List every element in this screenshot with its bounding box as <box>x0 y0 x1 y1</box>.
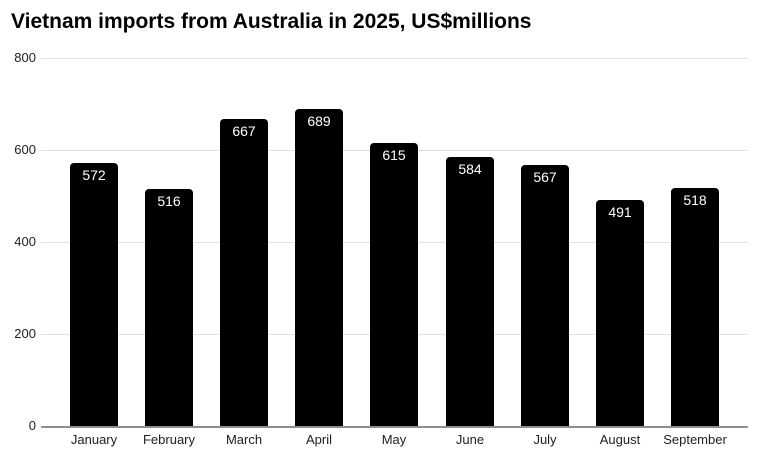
bar-january: 572 <box>70 163 118 426</box>
bar-august: 491 <box>596 200 644 426</box>
bar-september: 518 <box>671 188 719 426</box>
y-tick-label-0: 0 <box>28 418 36 433</box>
bar-value-label-september: 518 <box>683 192 707 208</box>
y-tick-label-200: 200 <box>14 326 36 341</box>
bar-february: 516 <box>145 189 193 426</box>
gridline-y-800 <box>41 58 748 59</box>
bar-value-label-august: 491 <box>608 204 632 220</box>
bar-value-label-july: 567 <box>533 169 557 185</box>
x-tick-label-august: August <box>599 432 641 447</box>
x-tick-label-march: March <box>225 432 263 447</box>
bar-value-label-march: 667 <box>232 123 256 139</box>
chart-title: Vietnam imports from Australia in 2025, … <box>11 10 532 33</box>
bar-value-label-january: 572 <box>82 167 106 183</box>
x-tick-label-april: April <box>305 432 332 447</box>
y-tick-label-400: 400 <box>14 234 36 249</box>
bar-value-label-april: 689 <box>307 113 331 129</box>
y-tick-label-600: 600 <box>14 142 36 157</box>
bar-july: 567 <box>521 165 569 426</box>
x-tick-label-july: July <box>533 432 557 447</box>
bar-march: 667 <box>220 119 268 426</box>
x-tick-label-june: June <box>455 432 485 447</box>
x-tick-label-february: February <box>142 432 196 447</box>
bar-april: 689 <box>295 109 343 426</box>
bar-value-label-february: 516 <box>157 193 181 209</box>
bar-june: 584 <box>446 157 494 426</box>
bar-may: 615 <box>370 143 418 426</box>
y-tick-label-800: 800 <box>14 50 36 65</box>
x-axis-baseline <box>41 426 748 428</box>
bar-value-label-june: 584 <box>458 161 482 177</box>
x-tick-label-september: September <box>663 432 727 447</box>
x-tick-label-may: May <box>381 432 407 447</box>
x-tick-label-january: January <box>70 432 118 447</box>
bar-value-label-may: 615 <box>382 147 406 163</box>
